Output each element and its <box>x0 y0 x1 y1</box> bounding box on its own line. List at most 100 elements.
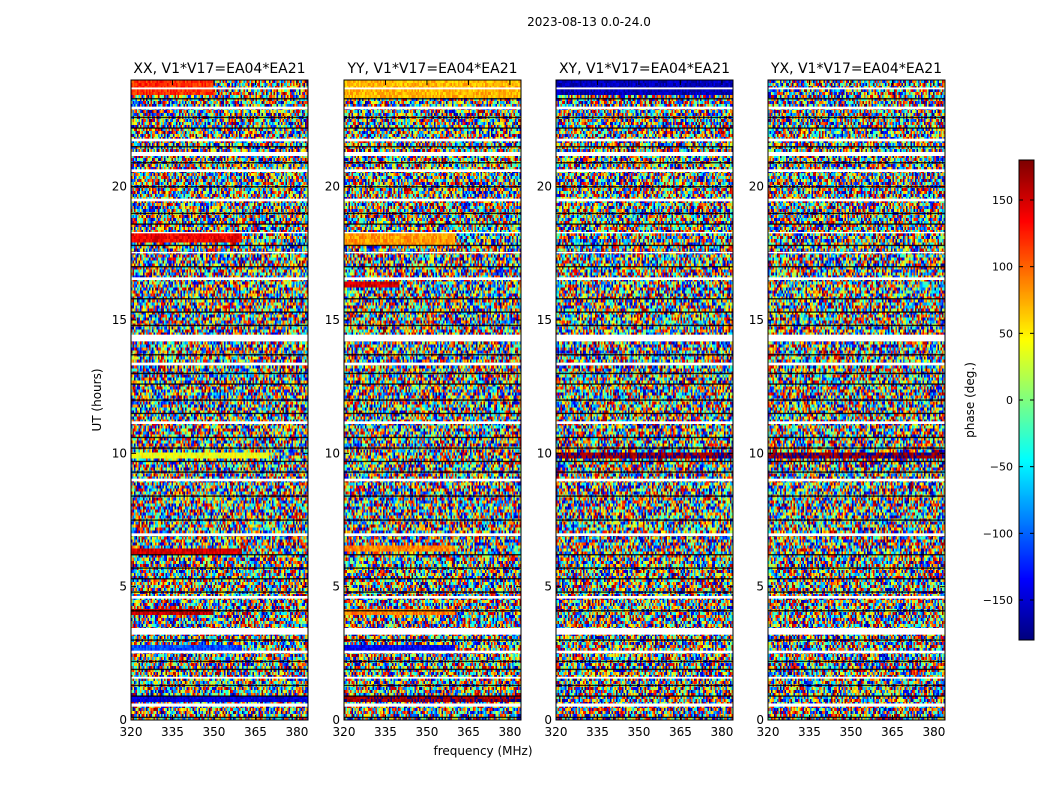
flagged-band <box>556 703 733 707</box>
flag-line <box>344 298 521 300</box>
flag-line <box>344 436 521 439</box>
flag-line <box>768 519 945 521</box>
panel-frame <box>555 79 734 721</box>
flag-line <box>556 495 733 497</box>
panel-frame <box>343 79 522 721</box>
flagged-band <box>768 87 945 90</box>
flagged-band <box>768 533 945 536</box>
flag-line <box>768 460 945 463</box>
flagged-band <box>344 87 521 90</box>
flagged-band <box>768 152 945 156</box>
flag-line <box>344 639 521 641</box>
flag-line <box>556 639 733 641</box>
flag-line <box>344 372 521 375</box>
flagged-band <box>556 596 733 599</box>
figure-suptitle: 2023-08-13 0.0-24.0 <box>527 15 651 29</box>
flagged-band <box>344 334 521 342</box>
flag-line <box>768 412 945 415</box>
flagged-band <box>131 596 308 599</box>
flag-line <box>344 383 521 385</box>
panel-yx: YX, V1*V17=EA04*EA21 320 335 350 365 380 0 5 10 1… <box>749 61 946 739</box>
flag-line <box>344 324 521 327</box>
flag-line <box>131 98 308 100</box>
flagged-band <box>768 138 945 142</box>
flag-line <box>768 266 945 268</box>
panel-xx: XX, V1*V17=EA04*EA21 320 335 350 365 380 0 5 10 1… <box>112 61 309 739</box>
flagged-band <box>768 252 945 254</box>
flag-line <box>556 554 733 556</box>
flagged-band <box>768 421 945 424</box>
flag-line <box>768 716 945 719</box>
flag-line <box>131 383 308 385</box>
flagged-band <box>768 198 945 202</box>
flag-line <box>131 372 308 375</box>
flag-line <box>344 223 521 225</box>
flag-line <box>556 298 733 300</box>
flag-line <box>344 660 521 663</box>
flagged-band <box>768 628 945 635</box>
flag-line <box>768 591 945 593</box>
flag-line <box>131 610 308 612</box>
flagged-band <box>344 650 521 654</box>
flag-line <box>556 591 733 593</box>
colorbar-gradient <box>1019 160 1034 640</box>
flagged-band <box>131 478 308 482</box>
flagged-band <box>131 533 308 536</box>
x-tick-label: 335 <box>586 725 609 739</box>
flagged-band <box>556 106 733 110</box>
colorbar-tick-label: 50 <box>999 327 1013 340</box>
flagged-band <box>344 138 521 142</box>
flagged-band <box>556 138 733 142</box>
flag-line <box>768 495 945 497</box>
flag-line <box>768 311 945 313</box>
flagged-band <box>344 628 521 635</box>
y-tick-label: 10 <box>112 446 127 460</box>
flag-line <box>556 460 733 463</box>
flagged-band <box>344 703 521 707</box>
flag-line <box>556 578 733 580</box>
flagged-band <box>768 169 945 172</box>
flag-line <box>131 447 308 449</box>
flag-line <box>131 460 308 463</box>
colorbar-tick-label: 0 <box>1006 394 1013 407</box>
flag-line <box>768 695 945 697</box>
panel-yy: YY, V1*V17=EA04*EA21 320 335 350 365 380 0 5 10 1… <box>325 61 522 739</box>
flag-line <box>344 186 521 188</box>
flag-line <box>556 695 733 697</box>
x-tick-label: 335 <box>798 725 821 739</box>
y-tick-label: 0 <box>332 713 340 727</box>
flag-line <box>131 146 308 148</box>
flagged-band <box>768 596 945 599</box>
flag-line <box>768 554 945 556</box>
flag-line <box>131 223 308 225</box>
x-tick-label: 350 <box>416 725 439 739</box>
flag-line <box>131 591 308 593</box>
flag-line <box>131 554 308 556</box>
x-tick-label: 365 <box>457 725 480 739</box>
colorbar-tick-label: −50 <box>990 461 1013 474</box>
y-tick-label: 20 <box>537 180 552 194</box>
flagged-band <box>344 152 521 156</box>
x-tick-label: 320 <box>333 725 356 739</box>
flag-line <box>344 146 521 148</box>
flagged-band <box>344 533 521 536</box>
flag-line <box>131 471 308 473</box>
flag-line <box>344 116 521 119</box>
flagged-band <box>556 628 733 635</box>
x-tick-label: 380 <box>498 725 521 739</box>
flag-line <box>556 660 733 663</box>
flag-line <box>768 684 945 687</box>
flag-line <box>768 127 945 129</box>
flagged-band <box>556 169 733 172</box>
flag-line <box>344 684 521 687</box>
x-tick-label: 380 <box>922 725 945 739</box>
flagged-band <box>556 277 733 280</box>
y-tick-label: 5 <box>544 580 552 594</box>
flag-line <box>344 554 521 556</box>
flag-line <box>131 495 308 497</box>
flag-line <box>344 460 521 463</box>
flag-line <box>131 127 308 129</box>
flagged-band <box>556 362 733 366</box>
flag-line <box>768 354 945 356</box>
y-tick-label: 20 <box>749 180 764 194</box>
